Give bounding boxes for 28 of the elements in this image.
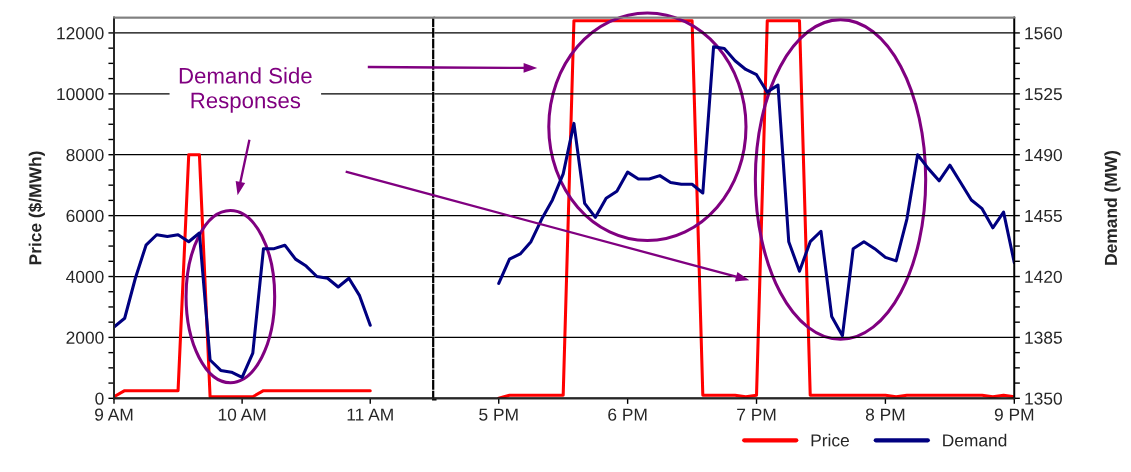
y-tick-label: 12000 [57,27,104,40]
y-tick-label: 10000 [57,87,104,101]
y-tick-label: 8000 [66,148,104,162]
y2-tick-label: 1560 [1025,27,1062,40]
x-tick-label: 7 PM [737,408,776,421]
legend-label: Demand [943,433,1007,447]
legend-label: Price [811,433,849,447]
y-tick-label: 4000 [66,270,104,283]
x-tick-label: 10 AM [218,408,266,421]
y2-tick-label: 1455 [1025,209,1062,223]
line-series [497,45,1015,338]
x-tick-label: 11 AM [347,408,393,421]
y2-tick-label: 1420 [1025,270,1062,283]
y2-tick-label: 1490 [1025,148,1062,162]
y-tick-label: 6000 [66,209,104,223]
x-tick-label: 9 AM [95,408,133,421]
x-tick-label: 8 PM [865,408,905,421]
y2-tick-label: 1350 [1025,392,1062,405]
x-tick-label: 9 PM [994,408,1034,421]
y-axis-title: Price ($/MWh) [28,151,45,265]
x-tick-label: 5 PM [479,408,518,421]
y-tick-label: 0 [95,392,104,405]
y-tick-label: 2000 [66,331,104,344]
annotation: Demand Side Responses [179,67,312,113]
y2-tick-label: 1525 [1025,87,1062,101]
y2-tick-label: 1385 [1025,331,1062,344]
y2-axis-title: Demand (MW) [1104,151,1121,265]
x-tick-label: 6 PM [608,408,647,421]
